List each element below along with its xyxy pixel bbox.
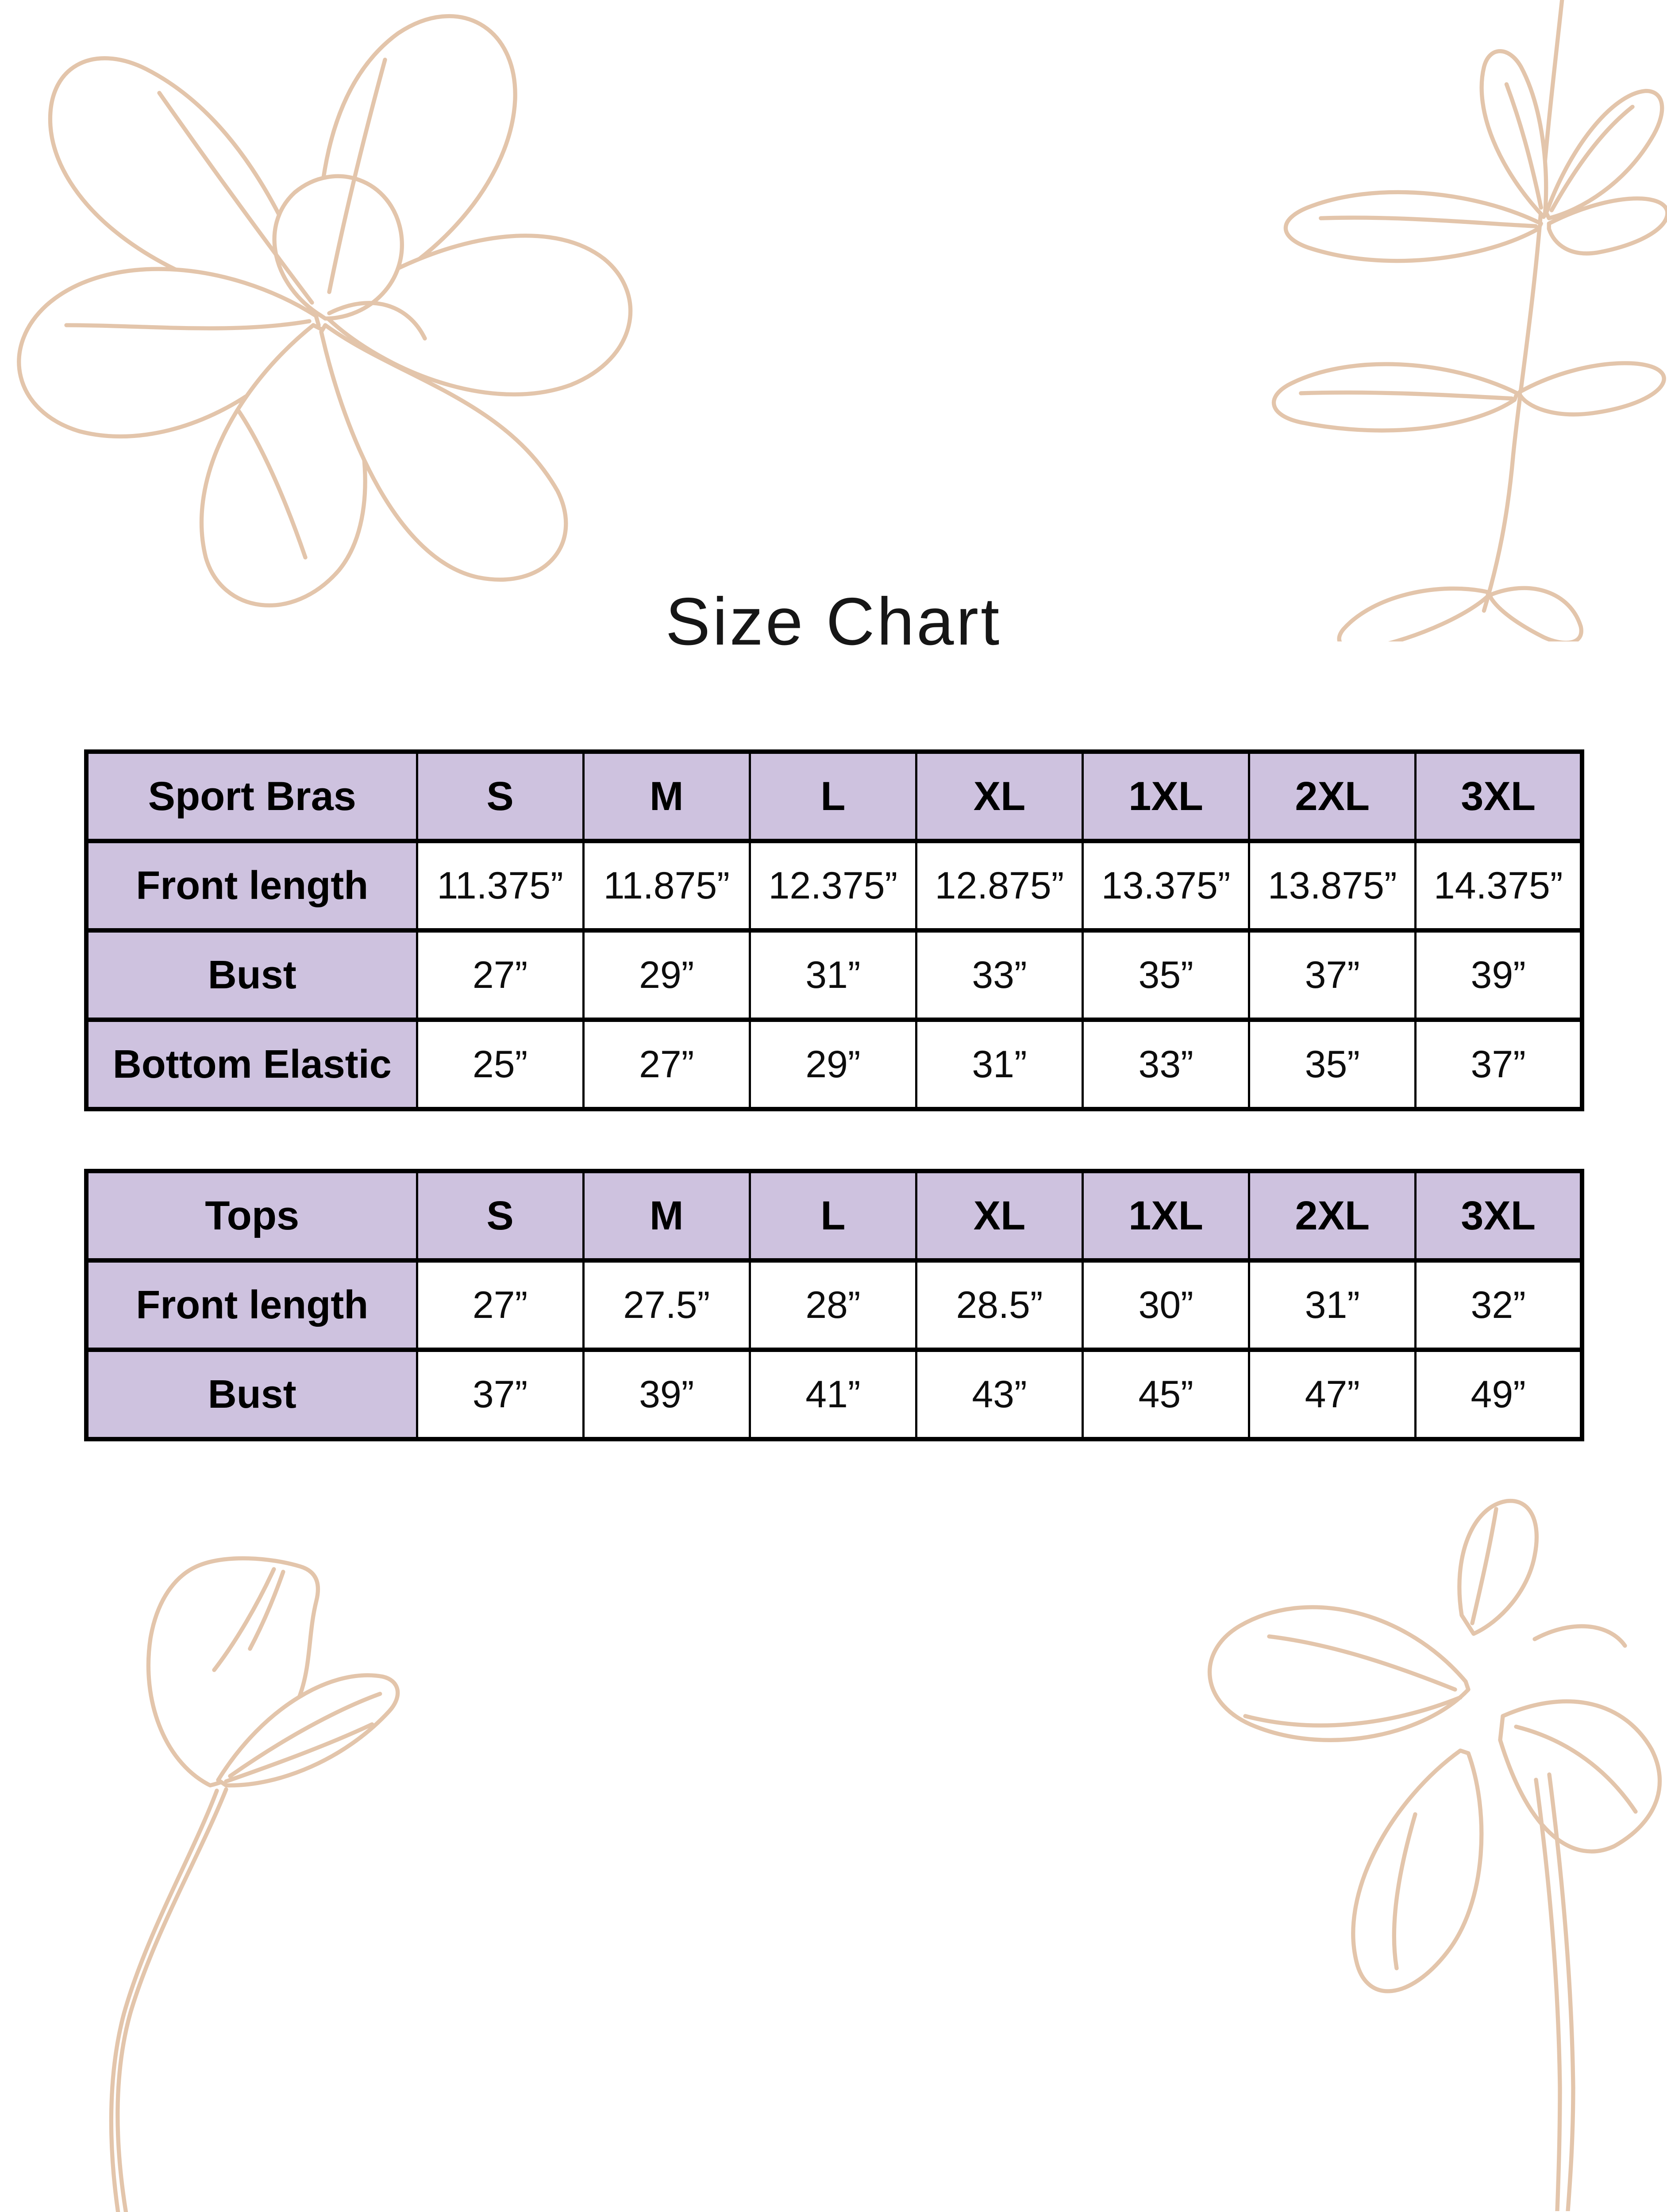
value-cell: 33”	[1082, 1018, 1251, 1111]
header-cell: 1XL	[1082, 1169, 1251, 1263]
header-cell: XL	[915, 1169, 1084, 1263]
row-label-cell: Bottom Elastic	[85, 1018, 418, 1111]
header-cell: S	[416, 749, 585, 843]
tops-size-table: Tops S M L XL 1XL 2XL 3XL Front length 2…	[84, 1169, 1584, 1441]
value-cell: 39”	[1414, 928, 1583, 1022]
header-cell: 2XL	[1248, 1169, 1417, 1263]
header-cell: 3XL	[1414, 1169, 1583, 1263]
row-label-cell: Front length	[85, 839, 418, 933]
header-cell: S	[416, 1169, 585, 1263]
header-cell: M	[582, 749, 751, 843]
value-cell: 13.875”	[1248, 839, 1417, 933]
value-cell: 27.5”	[582, 1258, 751, 1352]
value-cell: 35”	[1248, 1018, 1417, 1111]
value-cell: 37”	[1248, 928, 1417, 1022]
value-cell: 32”	[1414, 1258, 1583, 1352]
value-cell: 47”	[1248, 1348, 1417, 1441]
value-cell: 43”	[915, 1348, 1084, 1441]
value-cell: 41”	[748, 1348, 917, 1441]
value-cell: 12.375”	[748, 839, 917, 933]
table-row: Front length 27” 27.5” 28” 28.5” 30” 31”…	[85, 1258, 1583, 1352]
value-cell: 11.875”	[582, 839, 751, 933]
value-cell: 31”	[915, 1018, 1084, 1111]
value-cell: 12.875”	[915, 839, 1084, 933]
peony-flower-line-art-top-left	[17, 14, 633, 607]
table-header-row: Sport Bras S M L XL 1XL 2XL 3XL	[85, 749, 1583, 843]
value-cell: 28”	[748, 1258, 917, 1352]
value-cell: 49”	[1414, 1348, 1583, 1441]
table-row: Bust 37” 39” 41” 43” 45” 47” 49”	[85, 1348, 1583, 1441]
value-cell: 37”	[416, 1348, 585, 1441]
header-cell: XL	[915, 749, 1084, 843]
value-cell: 29”	[582, 928, 751, 1022]
value-cell: 39”	[582, 1348, 751, 1441]
header-cell: Sport Bras	[85, 749, 418, 843]
row-label-cell: Bust	[85, 1348, 418, 1441]
value-cell: 31”	[748, 928, 917, 1022]
header-cell: Tops	[85, 1169, 418, 1263]
wildflower-line-art-bottom-right	[1207, 1498, 1662, 2211]
value-cell: 13.375”	[1082, 839, 1251, 933]
value-cell: 31”	[1248, 1258, 1417, 1352]
value-cell: 27”	[416, 1258, 585, 1352]
table-row: Front length 11.375” 11.875” 12.375” 12.…	[85, 839, 1583, 933]
row-label-cell: Front length	[85, 1258, 418, 1352]
header-cell: 3XL	[1414, 749, 1583, 843]
value-cell: 28.5”	[915, 1258, 1084, 1352]
value-cell: 27”	[416, 928, 585, 1022]
table-row: Bust 27” 29” 31” 33” 35” 37” 39”	[85, 928, 1583, 1022]
value-cell: 29”	[748, 1018, 917, 1111]
poppy-flower-line-art-bottom-left	[109, 1556, 400, 2212]
header-cell: 2XL	[1248, 749, 1417, 843]
table-row: Bottom Elastic 25” 27” 29” 31” 33” 35” 3…	[85, 1018, 1583, 1111]
value-cell: 33”	[915, 928, 1084, 1022]
value-cell: 30”	[1082, 1258, 1251, 1352]
header-cell: 1XL	[1082, 749, 1251, 843]
header-cell: L	[748, 1169, 917, 1263]
leaf-branch-line-art-top-right	[1271, 0, 1667, 641]
value-cell: 14.375”	[1414, 839, 1583, 933]
value-cell: 27”	[582, 1018, 751, 1111]
header-cell: M	[582, 1169, 751, 1263]
table-header-row: Tops S M L XL 1XL 2XL 3XL	[85, 1169, 1583, 1263]
header-cell: L	[748, 749, 917, 843]
value-cell: 11.375”	[416, 839, 585, 933]
row-label-cell: Bust	[85, 928, 418, 1022]
value-cell: 37”	[1414, 1018, 1583, 1111]
value-cell: 35”	[1082, 928, 1251, 1022]
value-cell: 25”	[416, 1018, 585, 1111]
page-title: Size Chart	[665, 584, 1002, 659]
value-cell: 45”	[1082, 1348, 1251, 1441]
sport-bras-size-table: Sport Bras S M L XL 1XL 2XL 3XL Front le…	[84, 749, 1584, 1111]
